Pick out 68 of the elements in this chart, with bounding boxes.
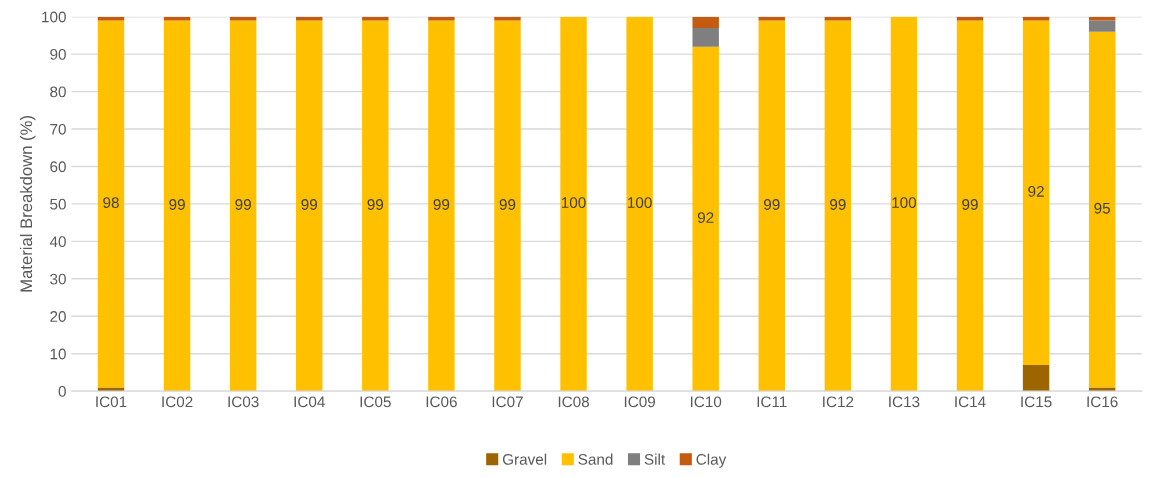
bar: [692, 46, 719, 392]
legend-label: Silt: [644, 453, 666, 465]
y-tick-label: 40: [49, 236, 66, 248]
data-label: 100: [561, 197, 586, 209]
data-label: 92: [697, 212, 714, 223]
x-tick-label: IC03: [228, 396, 259, 408]
data-label: 100: [892, 197, 917, 209]
bar: [1088, 31, 1116, 388]
y-tick-label: 20: [50, 311, 66, 322]
bar: [163, 20, 191, 392]
x-tick-label: IC11: [757, 396, 787, 408]
data-label: 99: [235, 199, 251, 210]
legend-label: Gravel: [502, 453, 547, 465]
x-tick-label: IC08: [558, 396, 590, 408]
data-label: 92: [1028, 185, 1044, 197]
x-tick-label: IC14: [955, 396, 986, 408]
x-tick-label: IC10: [690, 396, 722, 408]
bar: [229, 20, 257, 392]
x-tick-label: IC02: [162, 396, 193, 408]
x-tick-label: IC05: [360, 396, 391, 408]
x-tick-label: IC15: [1021, 396, 1052, 408]
bar: [626, 16, 653, 392]
data-label: 95: [1094, 202, 1110, 214]
data-label: 99: [830, 199, 846, 210]
data-label: 98: [103, 197, 119, 209]
x-tick-label: IC07: [492, 396, 523, 408]
x-tick-label: IC13: [889, 396, 920, 408]
data-label: 99: [499, 199, 516, 210]
bar: [494, 20, 521, 392]
bar: [362, 20, 389, 392]
y-tick-label: 60: [50, 161, 66, 173]
y-axis-title: Material Breakdown (%): [19, 116, 36, 292]
bar: [428, 20, 455, 392]
bar: [1022, 364, 1050, 392]
data-label: 99: [301, 199, 318, 210]
bar: [692, 27, 719, 47]
data-label: 100: [628, 197, 652, 209]
bar: [560, 16, 587, 392]
x-tick-label: IC04: [294, 396, 325, 408]
x-tick-label: IC09: [624, 396, 656, 408]
bar: [1022, 20, 1050, 365]
x-tick-label: IC06: [426, 396, 457, 408]
bar: [824, 20, 852, 392]
x-tick-label: IC01: [96, 396, 127, 408]
y-tick-label: 50: [50, 198, 66, 210]
data-label: 99: [962, 199, 978, 210]
y-tick-label: 80: [50, 86, 66, 98]
x-tick-label: IC16: [1087, 396, 1118, 408]
bar: [758, 20, 785, 392]
legend-label: Sand: [578, 453, 613, 465]
y-tick-label: 0: [58, 386, 66, 397]
bar: [956, 20, 984, 392]
bar: [692, 16, 719, 28]
x-tick-label: IC12: [823, 396, 854, 408]
bar: [97, 20, 125, 388]
y-tick-label: 10: [50, 348, 66, 360]
y-tick-label: 90: [50, 49, 66, 60]
bar: [296, 20, 323, 392]
data-label: 99: [367, 199, 384, 210]
data-label: 99: [433, 199, 450, 210]
bar: [1088, 20, 1116, 32]
legend-label: Clay: [696, 453, 727, 468]
y-tick-label: 100: [42, 11, 66, 23]
data-label: 99: [763, 199, 780, 210]
y-tick-label: 30: [50, 273, 66, 285]
data-label: 99: [169, 199, 185, 210]
y-tick-label: 70: [50, 123, 66, 135]
bar: [890, 16, 918, 392]
